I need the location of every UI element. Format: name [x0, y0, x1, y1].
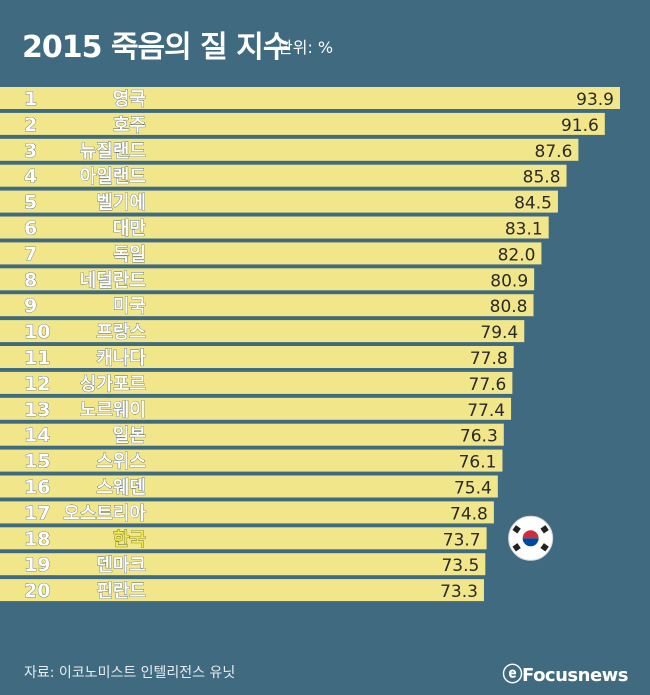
bar — [0, 164, 567, 187]
data-label: 82.0 — [498, 245, 536, 265]
country-label: 핀란드 — [96, 581, 146, 602]
brand-logo: ⓔFocusnews — [503, 658, 629, 687]
bar — [0, 527, 487, 550]
country-label: 벨기에 — [96, 193, 146, 214]
bar — [0, 397, 512, 420]
bar — [0, 320, 525, 343]
trigram — [512, 525, 521, 534]
bar — [0, 190, 558, 213]
bar — [0, 501, 494, 524]
data-label: 76.1 — [459, 453, 497, 473]
data-label: 93.9 — [576, 90, 614, 110]
rank-label: 19 — [24, 554, 50, 576]
rank-label: 18 — [24, 528, 50, 550]
data-label: 77.8 — [470, 349, 508, 369]
data-label: 77.4 — [467, 401, 505, 421]
data-label: 80.8 — [490, 297, 528, 317]
rank-label: 13 — [24, 399, 50, 421]
bar — [0, 371, 513, 394]
country-label: 한국 — [113, 529, 146, 550]
country-label: 오스트리아 — [63, 503, 146, 524]
rank-label: 15 — [24, 451, 50, 473]
rank-label: 8 — [24, 269, 37, 291]
bar — [0, 112, 605, 135]
data-label: 75.4 — [454, 479, 492, 499]
rank-label: 10 — [24, 321, 50, 343]
bar — [0, 216, 549, 239]
country-label: 싱가포르 — [80, 374, 146, 395]
rank-label: 7 — [24, 243, 37, 265]
country-label: 뉴질랜드 — [80, 141, 146, 162]
data-label: 77.6 — [469, 375, 507, 395]
bar — [0, 553, 486, 576]
brand-name: Focusnews — [522, 665, 629, 686]
country-label: 스위스 — [96, 452, 146, 473]
bar — [0, 242, 542, 265]
country-label: 스웨덴 — [96, 478, 146, 499]
focusnews-logo-icon: ⓔ — [502, 662, 523, 686]
data-label: 74.8 — [450, 504, 488, 524]
bar — [0, 346, 514, 368]
rank-label: 2 — [24, 114, 37, 136]
page-title: 2015 죽음의 질 지수 — [22, 30, 290, 65]
country-label: 일본 — [113, 426, 146, 447]
bar — [0, 579, 484, 602]
rank-label: 4 — [24, 166, 37, 188]
data-label: 85.8 — [523, 168, 561, 188]
country-label: 아일랜드 — [80, 167, 146, 188]
country-label: 영국 — [113, 89, 146, 110]
rank-label: 1 — [24, 88, 37, 110]
rank-label: 5 — [24, 192, 37, 214]
rank-label: 3 — [24, 140, 37, 162]
bar — [0, 475, 498, 498]
rank-label: 9 — [24, 295, 37, 317]
trigram — [540, 525, 549, 534]
unit-label: 단위: % — [278, 38, 334, 57]
rank-label: 17 — [24, 502, 50, 524]
trigram — [512, 543, 521, 552]
data-label: 91.6 — [561, 116, 599, 136]
bar — [0, 87, 620, 109]
bar — [0, 449, 503, 472]
data-label: 84.5 — [514, 194, 552, 214]
taegeuk-top — [522, 530, 539, 539]
country-label: 미국 — [113, 296, 146, 317]
country-label: 독일 — [113, 244, 146, 265]
source-note: 자료: 이코노미스트 인텔리전스 유닛 — [24, 665, 236, 681]
country-label: 프랑스 — [96, 322, 146, 343]
data-label: 80.9 — [490, 271, 528, 291]
bar — [0, 294, 534, 317]
bar — [0, 268, 535, 291]
rank-label: 14 — [24, 425, 50, 447]
rank-label: 12 — [24, 373, 50, 395]
data-label: 79.4 — [480, 323, 518, 343]
data-label: 73.5 — [441, 556, 479, 576]
country-label: 대만 — [113, 219, 147, 240]
data-label: 83.1 — [505, 220, 543, 240]
country-label: 덴마크 — [96, 555, 146, 576]
data-label: 87.6 — [535, 142, 573, 162]
rank-label: 20 — [24, 580, 50, 602]
country-label: 노르웨이 — [80, 400, 146, 421]
data-label: 76.3 — [460, 427, 498, 447]
rank-label: 16 — [24, 477, 50, 499]
data-label: 73.3 — [440, 582, 478, 602]
rank-label: 11 — [24, 347, 50, 369]
country-label: 네덜란드 — [80, 270, 146, 291]
bar — [0, 138, 579, 161]
country-label: 캐나다 — [96, 348, 146, 369]
bar — [0, 423, 504, 446]
taegeuk-bottom — [522, 538, 539, 547]
trigram — [540, 543, 549, 552]
country-label: 호주 — [113, 115, 146, 136]
rank-label: 6 — [24, 218, 37, 240]
data-label: 73.7 — [443, 530, 481, 550]
